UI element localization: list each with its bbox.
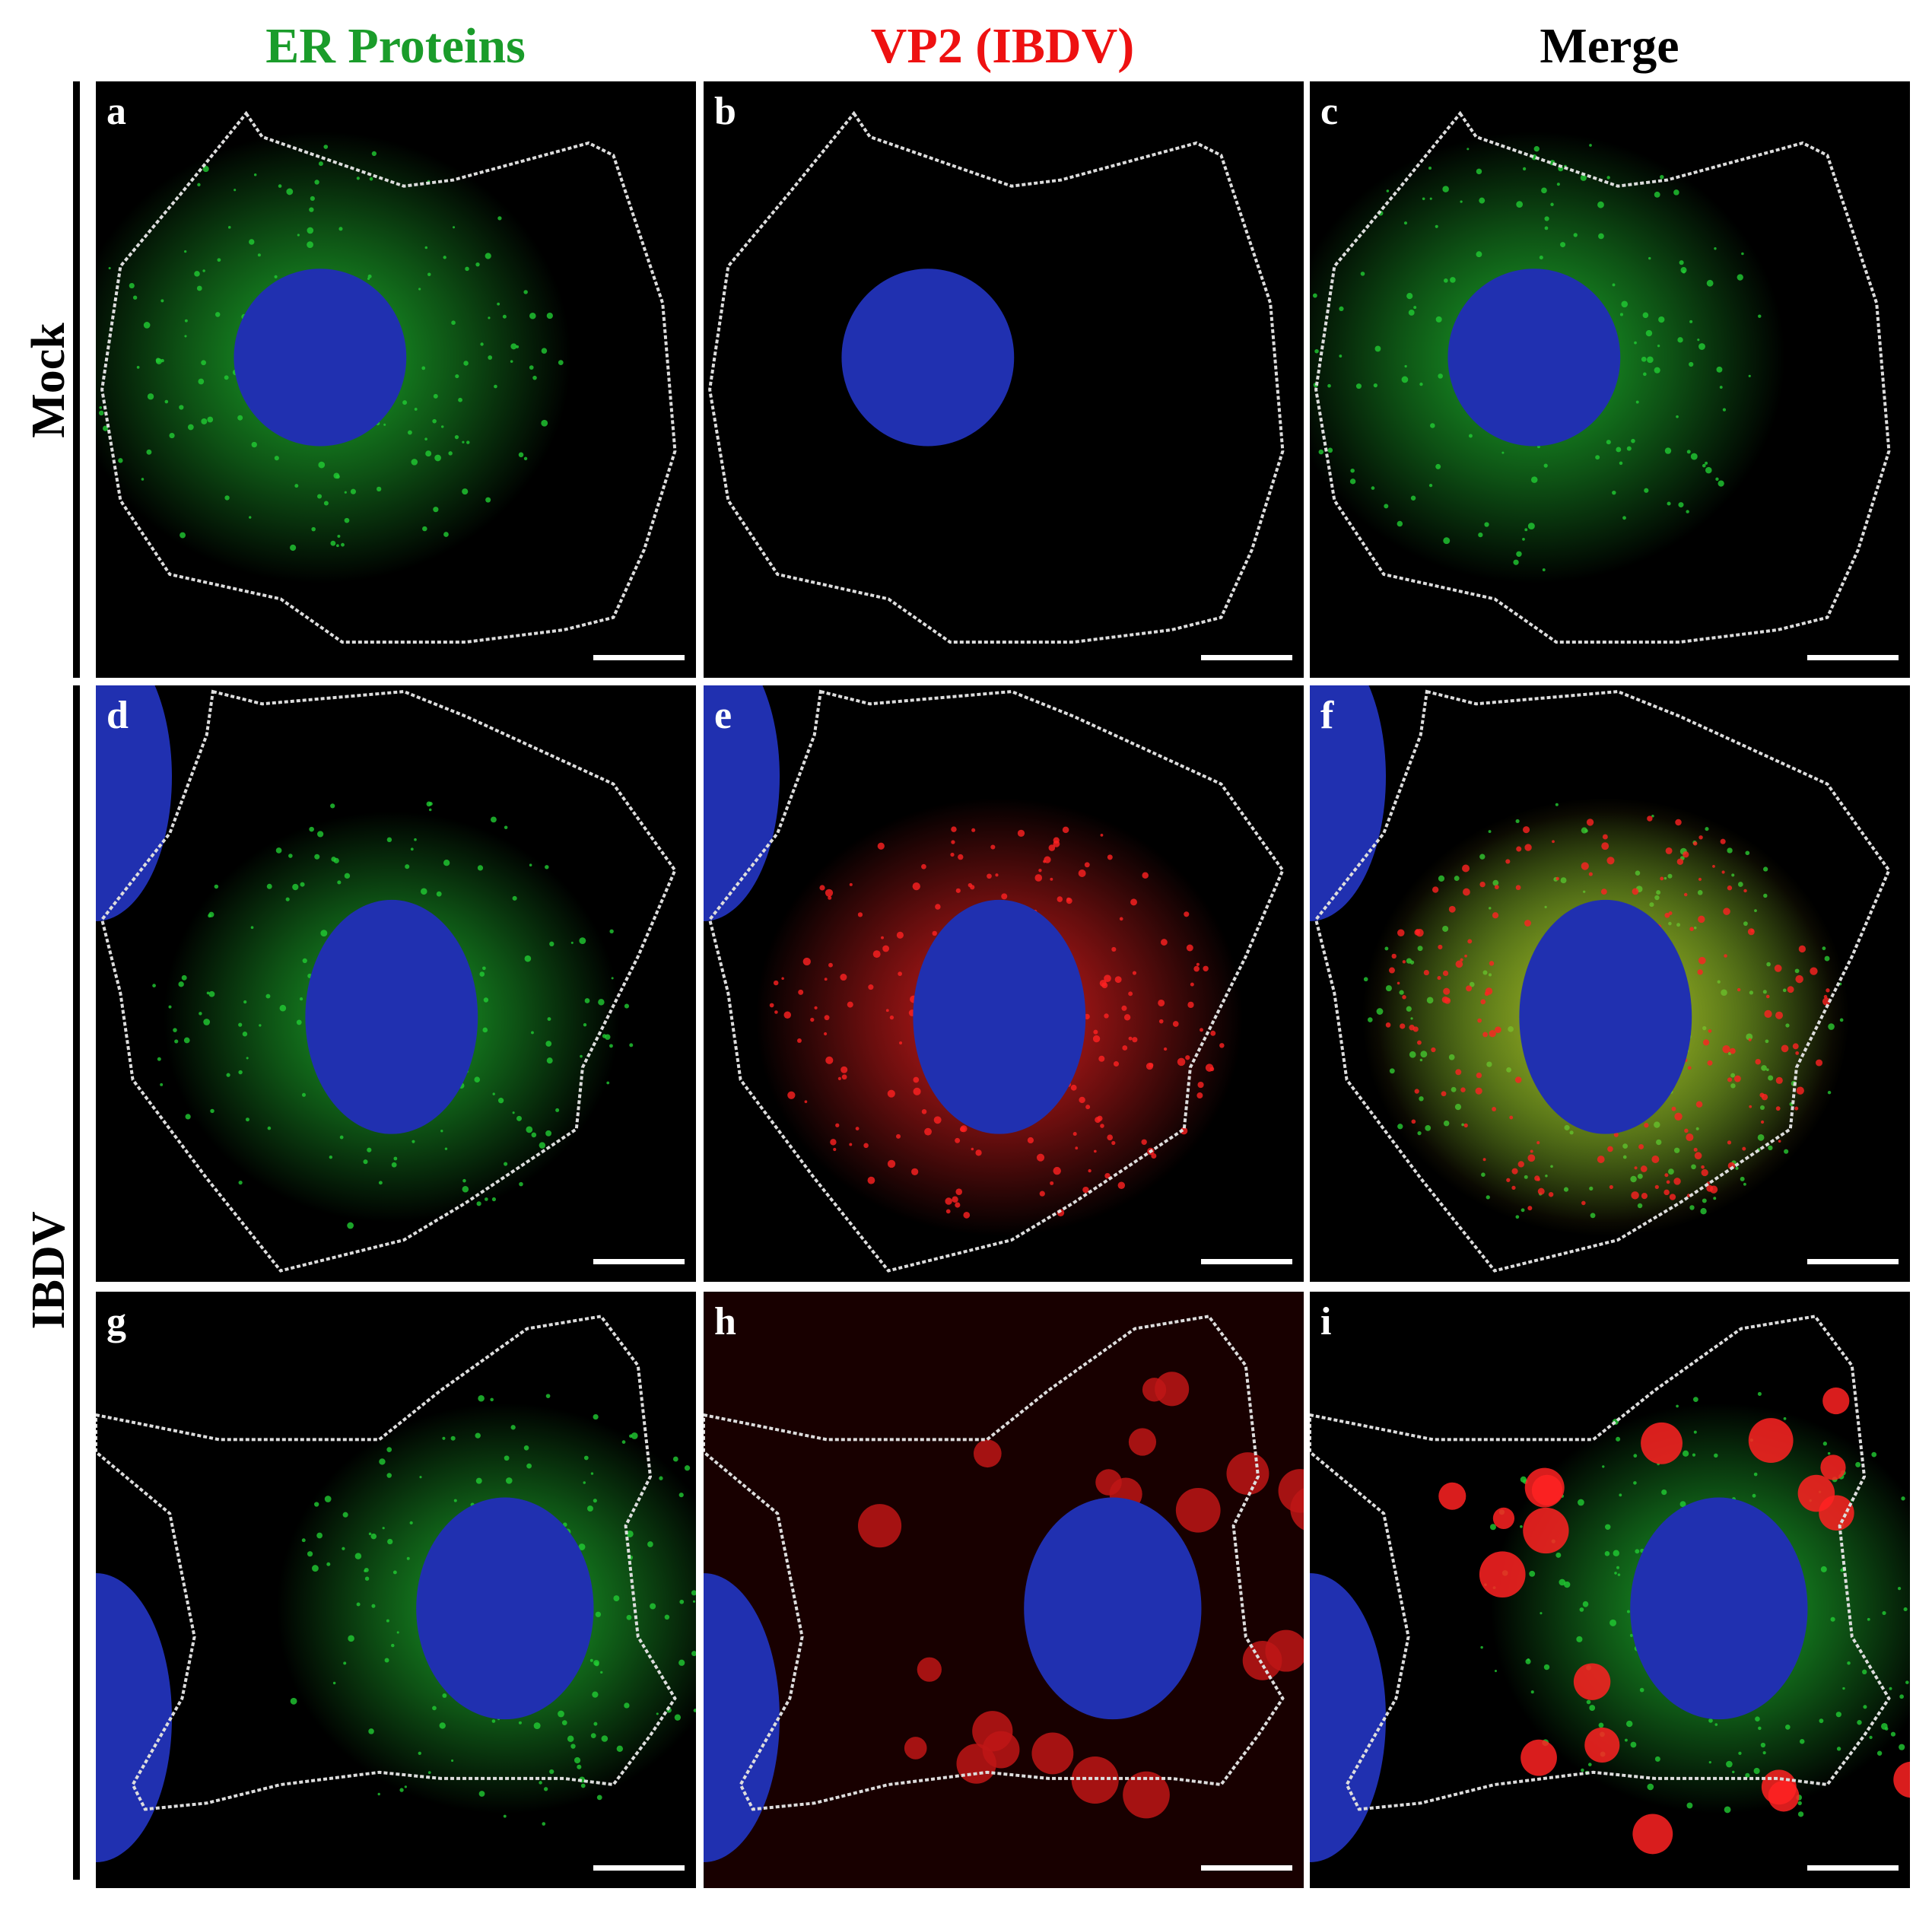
panel-letter: g [106, 1300, 126, 1343]
panel-g: g [96, 1292, 696, 1888]
vp2-punctum [1893, 1761, 1910, 1798]
row-bracket-mock [73, 81, 80, 678]
vp2-punctum [982, 1731, 1020, 1769]
column-header-vp2: VP2 (IBDV) [871, 18, 1134, 74]
vp2-punctum [1155, 1372, 1190, 1407]
vp2-punctum [1524, 1467, 1565, 1508]
scale-bar [1807, 655, 1899, 660]
cell-outline [704, 1315, 1285, 1811]
vp2-punctum [1921, 1461, 1932, 1491]
vp2-punctum [1128, 1428, 1157, 1456]
panel-h: h [704, 1292, 1304, 1888]
scale-bar [1807, 1865, 1899, 1871]
vp2-punctum [1573, 1663, 1611, 1700]
row-bracket-ibdv [73, 685, 80, 1880]
vp2-punctum [904, 1737, 927, 1760]
panel-letter: f [1320, 694, 1334, 737]
vp2-punctum [1632, 1814, 1673, 1855]
row-label-mock: Mock [23, 323, 75, 438]
panel-d: d [96, 685, 696, 1282]
neighbor-nucleus [1310, 685, 1386, 921]
vp2-punctum [1031, 1732, 1074, 1775]
scale-bar [1807, 1259, 1899, 1264]
neighbor-nucleus [704, 685, 780, 921]
panel-i: i [1310, 1292, 1932, 1888]
vp2-punctum [1819, 1495, 1854, 1531]
vp2-punctum [1492, 1507, 1515, 1530]
vp2-punctum [1265, 1629, 1304, 1672]
panel-letter: d [106, 694, 129, 737]
cell-outline [708, 110, 1285, 644]
vp2-punctum [1820, 1454, 1846, 1480]
scale-bar [593, 655, 685, 660]
cell-outline [707, 689, 1285, 1273]
vp2-punctum [1175, 1487, 1221, 1533]
panel-e: e [704, 685, 1304, 1282]
vp2-punctum [1584, 1727, 1620, 1763]
vp2-punctum [858, 1504, 902, 1548]
neighbor-nucleus [96, 1573, 172, 1862]
vp2-punctum [1523, 1507, 1569, 1554]
vp2-punctum [1290, 1488, 1304, 1531]
vp2-punctum [1768, 1780, 1800, 1812]
panel-letter: c [1320, 90, 1338, 133]
vp2-punctum [917, 1657, 942, 1682]
scale-bar [1201, 1259, 1292, 1264]
cell-outline [100, 689, 677, 1273]
cell-outline [96, 1315, 677, 1811]
cell-outline [100, 110, 677, 644]
nucleus [416, 1497, 594, 1720]
vp2-punctum [1641, 1422, 1683, 1464]
column-header-er-proteins: ER Proteins [265, 18, 526, 74]
vp2-punctum [1142, 1378, 1167, 1402]
row-label-ibdv: IBDV [23, 1211, 75, 1329]
nucleus [1447, 269, 1621, 447]
nucleus [1630, 1497, 1808, 1720]
column-header-merge: Merge [1540, 18, 1679, 74]
vp2-punctum [1438, 1482, 1466, 1510]
nucleus [913, 899, 1086, 1134]
panel-letter: e [714, 694, 732, 737]
panel-letter: i [1320, 1300, 1331, 1343]
panel-c: c [1310, 81, 1910, 678]
nucleus [234, 269, 407, 447]
scale-bar [1201, 655, 1292, 660]
vp2-punctum [1226, 1452, 1269, 1496]
scale-bar [1201, 1865, 1292, 1871]
vp2-punctum [1479, 1551, 1526, 1598]
panel-letter: a [106, 90, 126, 133]
vp2-punctum [973, 1439, 1002, 1468]
nucleus [1519, 899, 1692, 1134]
vp2-punctum [1822, 1387, 1850, 1415]
vp2-punctum [1071, 1756, 1119, 1804]
neighbor-nucleus [96, 685, 172, 921]
neighbor-nucleus [704, 1573, 780, 1862]
vp2-punctum [1123, 1771, 1170, 1819]
vp2-punctum [1748, 1418, 1794, 1464]
neighbor-nucleus [1310, 1573, 1386, 1862]
nucleus [841, 269, 1015, 447]
cell-outline [1314, 689, 1891, 1273]
panel-letter: b [714, 90, 736, 133]
vp2-punctum [1520, 1739, 1557, 1776]
panel-background [704, 1292, 1304, 1888]
nucleus [1024, 1497, 1202, 1720]
panel-letter: h [714, 1300, 736, 1343]
panel-f: f [1310, 685, 1910, 1282]
panel-a: a [96, 81, 696, 678]
panel-b: b [704, 81, 1304, 678]
scale-bar [593, 1259, 685, 1264]
nucleus [305, 899, 478, 1134]
cell-outline [1314, 110, 1891, 644]
scale-bar [593, 1865, 685, 1871]
cell-outline [1310, 1315, 1891, 1811]
